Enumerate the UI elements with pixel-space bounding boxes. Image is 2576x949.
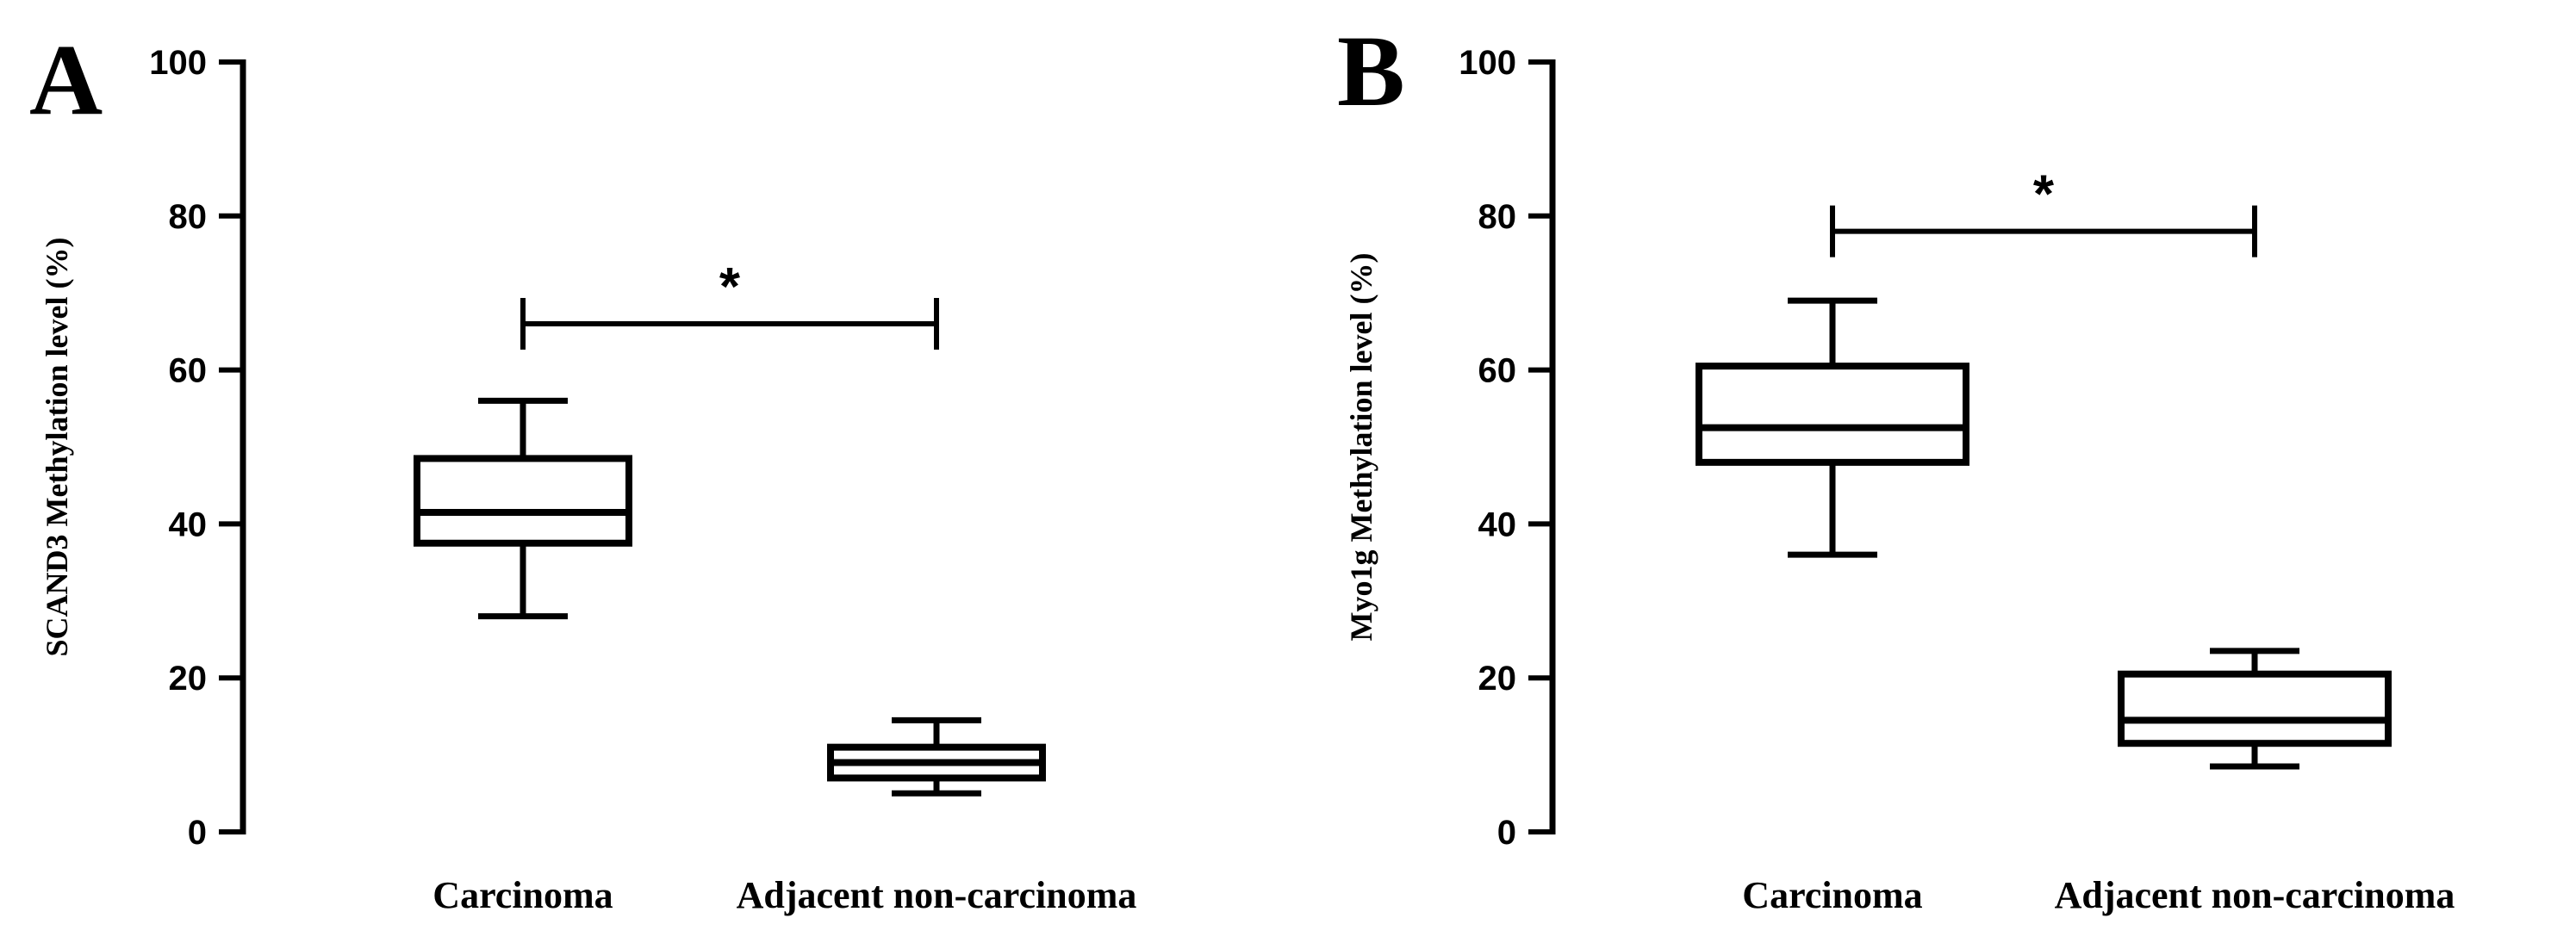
panel-label: B xyxy=(1337,15,1405,127)
y-tick-label: 60 xyxy=(169,352,208,390)
box-plot-adjacent xyxy=(827,716,1046,797)
x-category-label: Adjacent non-carcinoma xyxy=(2055,874,2455,916)
box-plot-carcinoma xyxy=(414,397,632,620)
significance-label: * xyxy=(2033,165,2055,225)
y-tick-label: 80 xyxy=(169,198,208,236)
significance-bracket: * xyxy=(520,257,939,350)
y-tick-label: 0 xyxy=(1497,814,1516,852)
y-tick-label: 40 xyxy=(169,506,208,543)
significance-label: * xyxy=(719,257,741,317)
chart-panel-b: B 0 20 40 60 80 100 Myo1g Methylation level (%)… xyxy=(1337,15,2455,916)
x-category-label: Adjacent non-carcinoma xyxy=(737,874,1137,916)
y-tick-label: 40 xyxy=(1478,506,1517,543)
box-plot-adjacent xyxy=(2118,648,2392,770)
significance-bracket: * xyxy=(1830,165,2257,257)
y-tick-label: 0 xyxy=(188,814,207,852)
y-axis-title: SCAND3 Methylation level (%) xyxy=(40,238,74,657)
x-category-label: Carcinoma xyxy=(1742,874,1922,916)
box-iqr xyxy=(414,455,632,547)
y-axis-title: Myo1g Methylation level (%) xyxy=(1344,253,1378,642)
box-iqr xyxy=(2118,670,2392,747)
y-tick-label: 100 xyxy=(1459,44,1516,82)
chart-panel-a: A 0 20 40 60 80 100 SCAND3 Methylation level (%… xyxy=(29,23,1136,916)
x-category-label: Carcinoma xyxy=(432,874,613,916)
y-tick-label: 100 xyxy=(149,44,207,82)
box-iqr xyxy=(1696,363,1969,466)
y-tick-label: 60 xyxy=(1478,352,1517,390)
box-plot-carcinoma xyxy=(1696,297,1969,558)
panel-label: A xyxy=(29,23,103,136)
y-tick-label: 20 xyxy=(169,660,208,698)
y-tick-label: 80 xyxy=(1478,198,1517,236)
y-tick-label: 20 xyxy=(1478,660,1517,698)
